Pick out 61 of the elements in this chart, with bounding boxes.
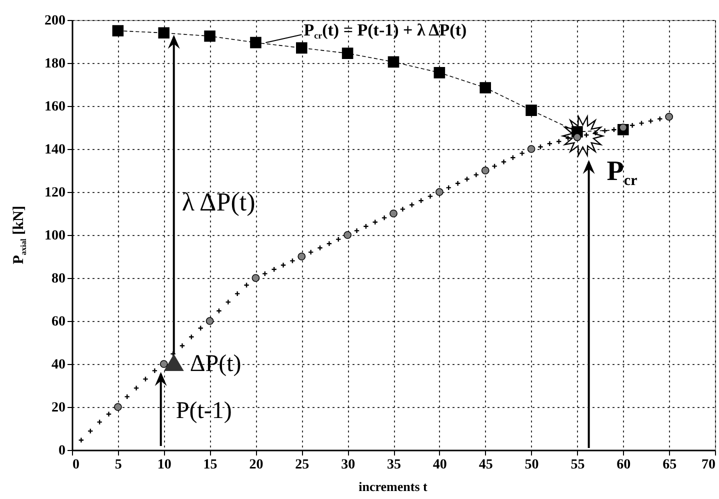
- point: [435, 188, 444, 196]
- y-tick-label: 0: [58, 444, 66, 458]
- y-tick-label: 180: [44, 56, 66, 72]
- x-tick-label: 50: [524, 458, 539, 472]
- point: [204, 30, 216, 42]
- point: [481, 166, 490, 174]
- y-tick-label: 80: [52, 272, 66, 286]
- x-tick-label: 20: [249, 458, 264, 472]
- x-tick-label: 55: [570, 458, 585, 472]
- annotation: P(t-1): [176, 398, 232, 424]
- x-tick-label: 40: [432, 458, 447, 472]
- point: [296, 42, 308, 54]
- point: [206, 317, 214, 325]
- x-tick-label: 45: [478, 458, 493, 472]
- annotation: P$_{cr}$: [606, 156, 638, 190]
- point: [114, 403, 122, 411]
- point: [388, 56, 400, 68]
- point: [648, 118, 654, 124]
- point: [526, 104, 537, 116]
- x-tick-label: 30: [341, 458, 356, 472]
- x-tick-label: 10: [157, 458, 172, 472]
- point: [179, 342, 186, 349]
- y-tick-label: 120: [44, 186, 66, 200]
- point: [344, 231, 352, 239]
- point: [434, 67, 446, 78]
- x-tick-label: 25: [295, 458, 310, 472]
- point: [252, 274, 260, 282]
- point: [480, 82, 491, 94]
- x-tick-label: 70: [702, 458, 716, 472]
- x-tick-label: 65: [662, 458, 677, 472]
- annotation: ΔP(t): [190, 350, 242, 377]
- point: [112, 25, 124, 36]
- point: [573, 133, 582, 142]
- point: [602, 128, 608, 134]
- y-tick-label: 140: [44, 142, 66, 158]
- point: [298, 252, 306, 260]
- point: [390, 210, 398, 218]
- point: [342, 48, 354, 59]
- point: [160, 360, 168, 368]
- point: [158, 27, 170, 39]
- x-tick-label: 15: [203, 458, 218, 472]
- annotation: P$_{cr}$(t) = P(t-1) + λ ΔP(t): [304, 20, 467, 41]
- x-tick-label: 5: [114, 458, 122, 472]
- y-tick-label: 40: [52, 358, 66, 372]
- annotation: λ ΔP(t): [182, 187, 256, 216]
- y-tick-label: 160: [44, 100, 66, 114]
- x-tick-label: 35: [387, 458, 401, 472]
- point: [250, 36, 262, 48]
- point: [565, 135, 571, 142]
- point: [619, 124, 628, 132]
- point: [142, 376, 148, 382]
- y-tick-label: 60: [52, 314, 66, 330]
- y-tick-label: 20: [52, 400, 66, 416]
- y-tick-label: 200: [44, 14, 66, 28]
- x-tick-label: 0: [72, 458, 80, 472]
- point: [527, 145, 536, 153]
- point: [96, 419, 102, 425]
- x-axis-title: increments t: [358, 478, 428, 494]
- x-tick-label: 60: [616, 458, 631, 472]
- y-tick-label: 100: [44, 228, 66, 244]
- point: [665, 112, 674, 121]
